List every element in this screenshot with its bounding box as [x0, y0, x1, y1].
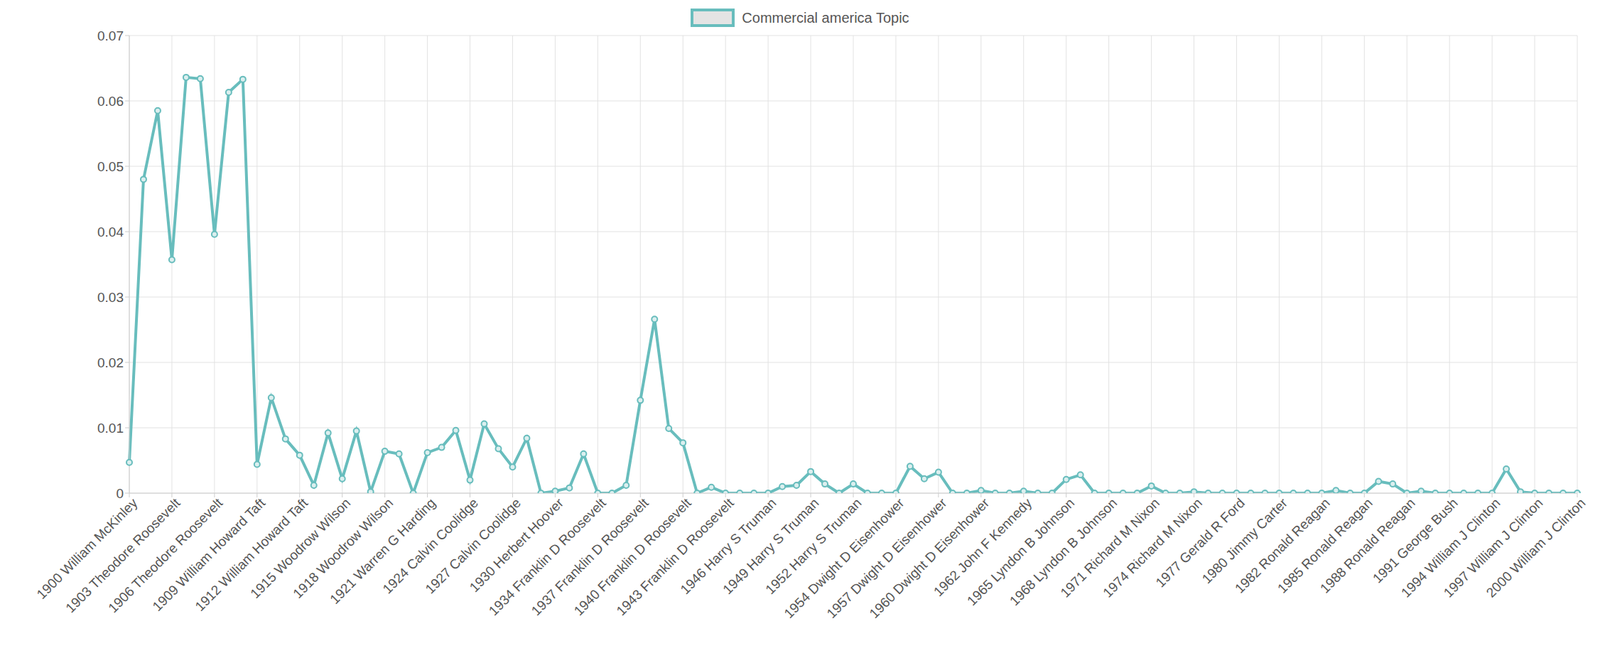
svg-text:1991 George Bush: 1991 George Bush [1369, 495, 1461, 586]
svg-text:0: 0 [115, 485, 124, 501]
svg-text:0.01: 0.01 [97, 420, 124, 436]
svg-text:1962 John F Kennedy: 1962 John F Kennedy [930, 495, 1035, 600]
svg-text:1906 Theodore Roosevelt: 1906 Theodore Roosevelt [105, 495, 226, 616]
svg-text:1988 Ronald Reagan: 1988 Ronald Reagan [1317, 495, 1418, 597]
html-text:Commercial america Topic: Commercial america Topic [742, 9, 910, 26]
svg-text:1997 William J Clinton: 1997 William J Clinton [1440, 495, 1546, 601]
svg-text:1971 Richard M Nixon: 1971 Richard M Nixon [1057, 495, 1163, 601]
svg-text:1946 Harry S Truman: 1946 Harry S Truman [677, 495, 780, 598]
svg-text:1954 Dwight D Eisenhower: 1954 Dwight D Eisenhower [781, 495, 907, 621]
svg-text:1994 William J Clinton: 1994 William J Clinton [1398, 495, 1504, 601]
svg-text:1965 Lyndon B Johnson: 1965 Lyndon B Johnson [964, 495, 1078, 609]
svg-text:1930 Herbert Hoover: 1930 Herbert Hoover [466, 495, 567, 595]
svg-text:1924 Calvin Coolidge: 1924 Calvin Coolidge [379, 495, 482, 597]
svg-text:1909 William Howard Taft: 1909 William Howard Taft [149, 495, 269, 614]
svg-text:1937 Franklin D Roosevelt: 1937 Franklin D Roosevelt [528, 495, 652, 619]
svg-text:1974 Richard M Nixon: 1974 Richard M Nixon [1100, 495, 1206, 601]
svg-text:0.04: 0.04 [97, 224, 124, 240]
svg-text:1949 Harry S Truman: 1949 Harry S Truman [719, 495, 822, 598]
svg-text:1912 William Howard Taft: 1912 William Howard Taft [192, 495, 311, 614]
svg-text:1921 Warren G Harding: 1921 Warren G Harding [326, 495, 439, 607]
svg-text:1960 Dwight D Eisenhower: 1960 Dwight D Eisenhower [866, 495, 993, 621]
svg-text:0.06: 0.06 [97, 93, 124, 109]
svg-text:2000 William J Clinton: 2000 William J Clinton [1483, 495, 1589, 601]
svg-text:0.03: 0.03 [97, 289, 124, 305]
svg-text:1977 Gerald R Ford: 1977 Gerald R Ford [1152, 495, 1248, 591]
svg-text:1927 Calvin Coolidge: 1927 Calvin Coolidge [422, 495, 524, 597]
svg-text:1982 Ronald Reagan: 1982 Ronald Reagan [1232, 495, 1333, 597]
svg-text:1900 William McKinley: 1900 William McKinley [33, 495, 141, 602]
svg-text:1915 Woodrow Wilson: 1915 Woodrow Wilson [247, 495, 354, 602]
svg-text:1940 Franklin D Roosevelt: 1940 Franklin D Roosevelt [570, 495, 694, 619]
svg-text:1957 Dwight D Eisenhower: 1957 Dwight D Eisenhower [823, 495, 950, 621]
svg-text:1943 Franklin D Roosevelt: 1943 Franklin D Roosevelt [613, 495, 737, 619]
svg-text:1903 Theodore Roosevelt: 1903 Theodore Roosevelt [62, 495, 183, 616]
svg-text:1980 Jimmy Carter: 1980 Jimmy Carter [1199, 495, 1291, 587]
svg-text:0.05: 0.05 [97, 159, 124, 175]
svg-text:0.02: 0.02 [97, 355, 124, 371]
svg-text:0.07: 0.07 [97, 28, 124, 44]
svg-text:1934 Franklin D Roosevelt: 1934 Franklin D Roosevelt [485, 495, 609, 619]
svg-text:1918 Woodrow Wilson: 1918 Woodrow Wilson [290, 495, 396, 602]
svg-text:1952 Harry S Truman: 1952 Harry S Truman [762, 495, 865, 598]
svg-text:1968 Lyndon B Johnson: 1968 Lyndon B Johnson [1006, 495, 1120, 609]
svg-text:1985 Ronald Reagan: 1985 Ronald Reagan [1274, 495, 1376, 597]
